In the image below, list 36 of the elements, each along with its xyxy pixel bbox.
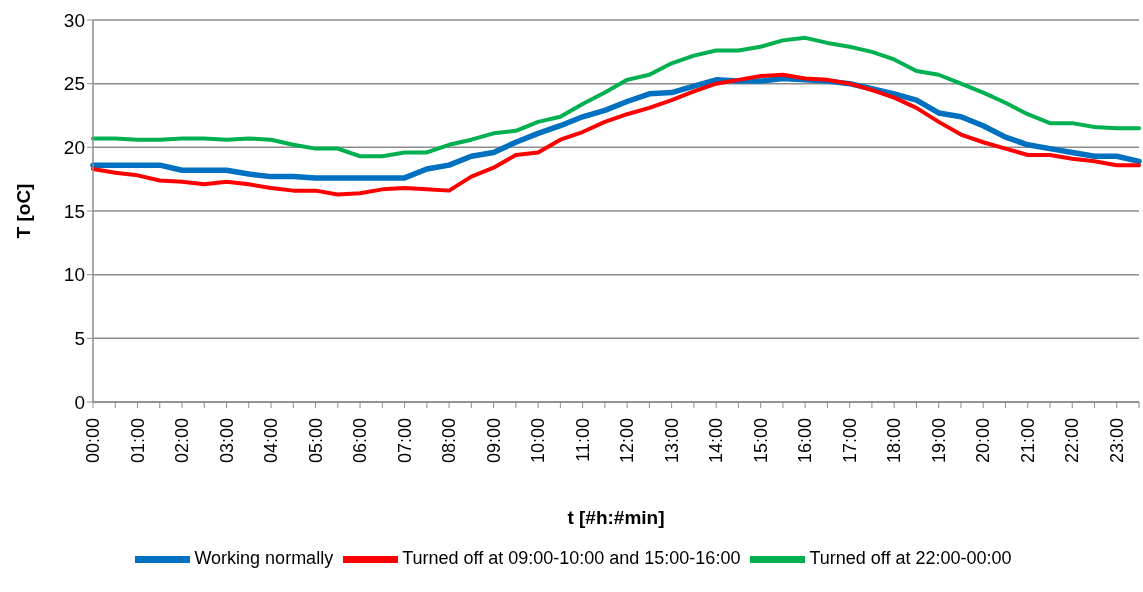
legend-label: Turned off at 22:00-00:00	[809, 548, 1012, 569]
y-tick-label: 10	[63, 264, 85, 286]
x-tick-label: 21:00	[1017, 418, 1038, 464]
x-tick-label: 20:00	[973, 418, 994, 464]
x-tick-label: 03:00	[216, 418, 237, 464]
y-tick-label: 5	[74, 328, 85, 350]
x-tick-label: 06:00	[350, 418, 371, 464]
legend-label: Working normally	[194, 548, 334, 569]
x-tick-label: 11:00	[572, 418, 593, 462]
x-tick-label: 16:00	[795, 418, 816, 464]
x-tick-label: 07:00	[394, 418, 415, 464]
x-tick-label: 00:00	[83, 418, 103, 464]
y-tick-label: 20	[63, 137, 85, 159]
legend-label: Turned off at 09:00-10:00 and 15:00-16:00	[402, 548, 741, 569]
x-tick-label: 08:00	[439, 418, 460, 464]
x-tick-label: 22:00	[1062, 418, 1083, 464]
x-tick-label: 17:00	[839, 418, 860, 464]
x-tick-label: 13:00	[661, 418, 682, 464]
x-tick-label: 14:00	[706, 418, 727, 464]
x-tick-label: 09:00	[483, 418, 504, 464]
x-tick-label: 02:00	[172, 418, 193, 464]
x-tick-label: 05:00	[305, 418, 326, 464]
y-tick-label: 30	[63, 9, 85, 31]
x-axis-title: t [#h:#min]	[567, 507, 665, 528]
x-tick-label: 10:00	[528, 418, 549, 464]
y-axis-title: T [oC]	[12, 183, 34, 239]
x-tick-label: 01:00	[127, 418, 148, 464]
y-tick-label: 0	[74, 391, 85, 413]
x-tick-label: 04:00	[261, 418, 282, 464]
x-tick-label: 23:00	[1106, 418, 1127, 464]
y-tick-label: 15	[63, 200, 85, 222]
x-tick-label: 18:00	[884, 418, 905, 464]
x-tick-label: 12:00	[617, 418, 638, 464]
y-tick-label: 25	[63, 73, 85, 95]
x-tick-label: 19:00	[928, 418, 949, 464]
x-tick-label: 15:00	[750, 418, 771, 464]
